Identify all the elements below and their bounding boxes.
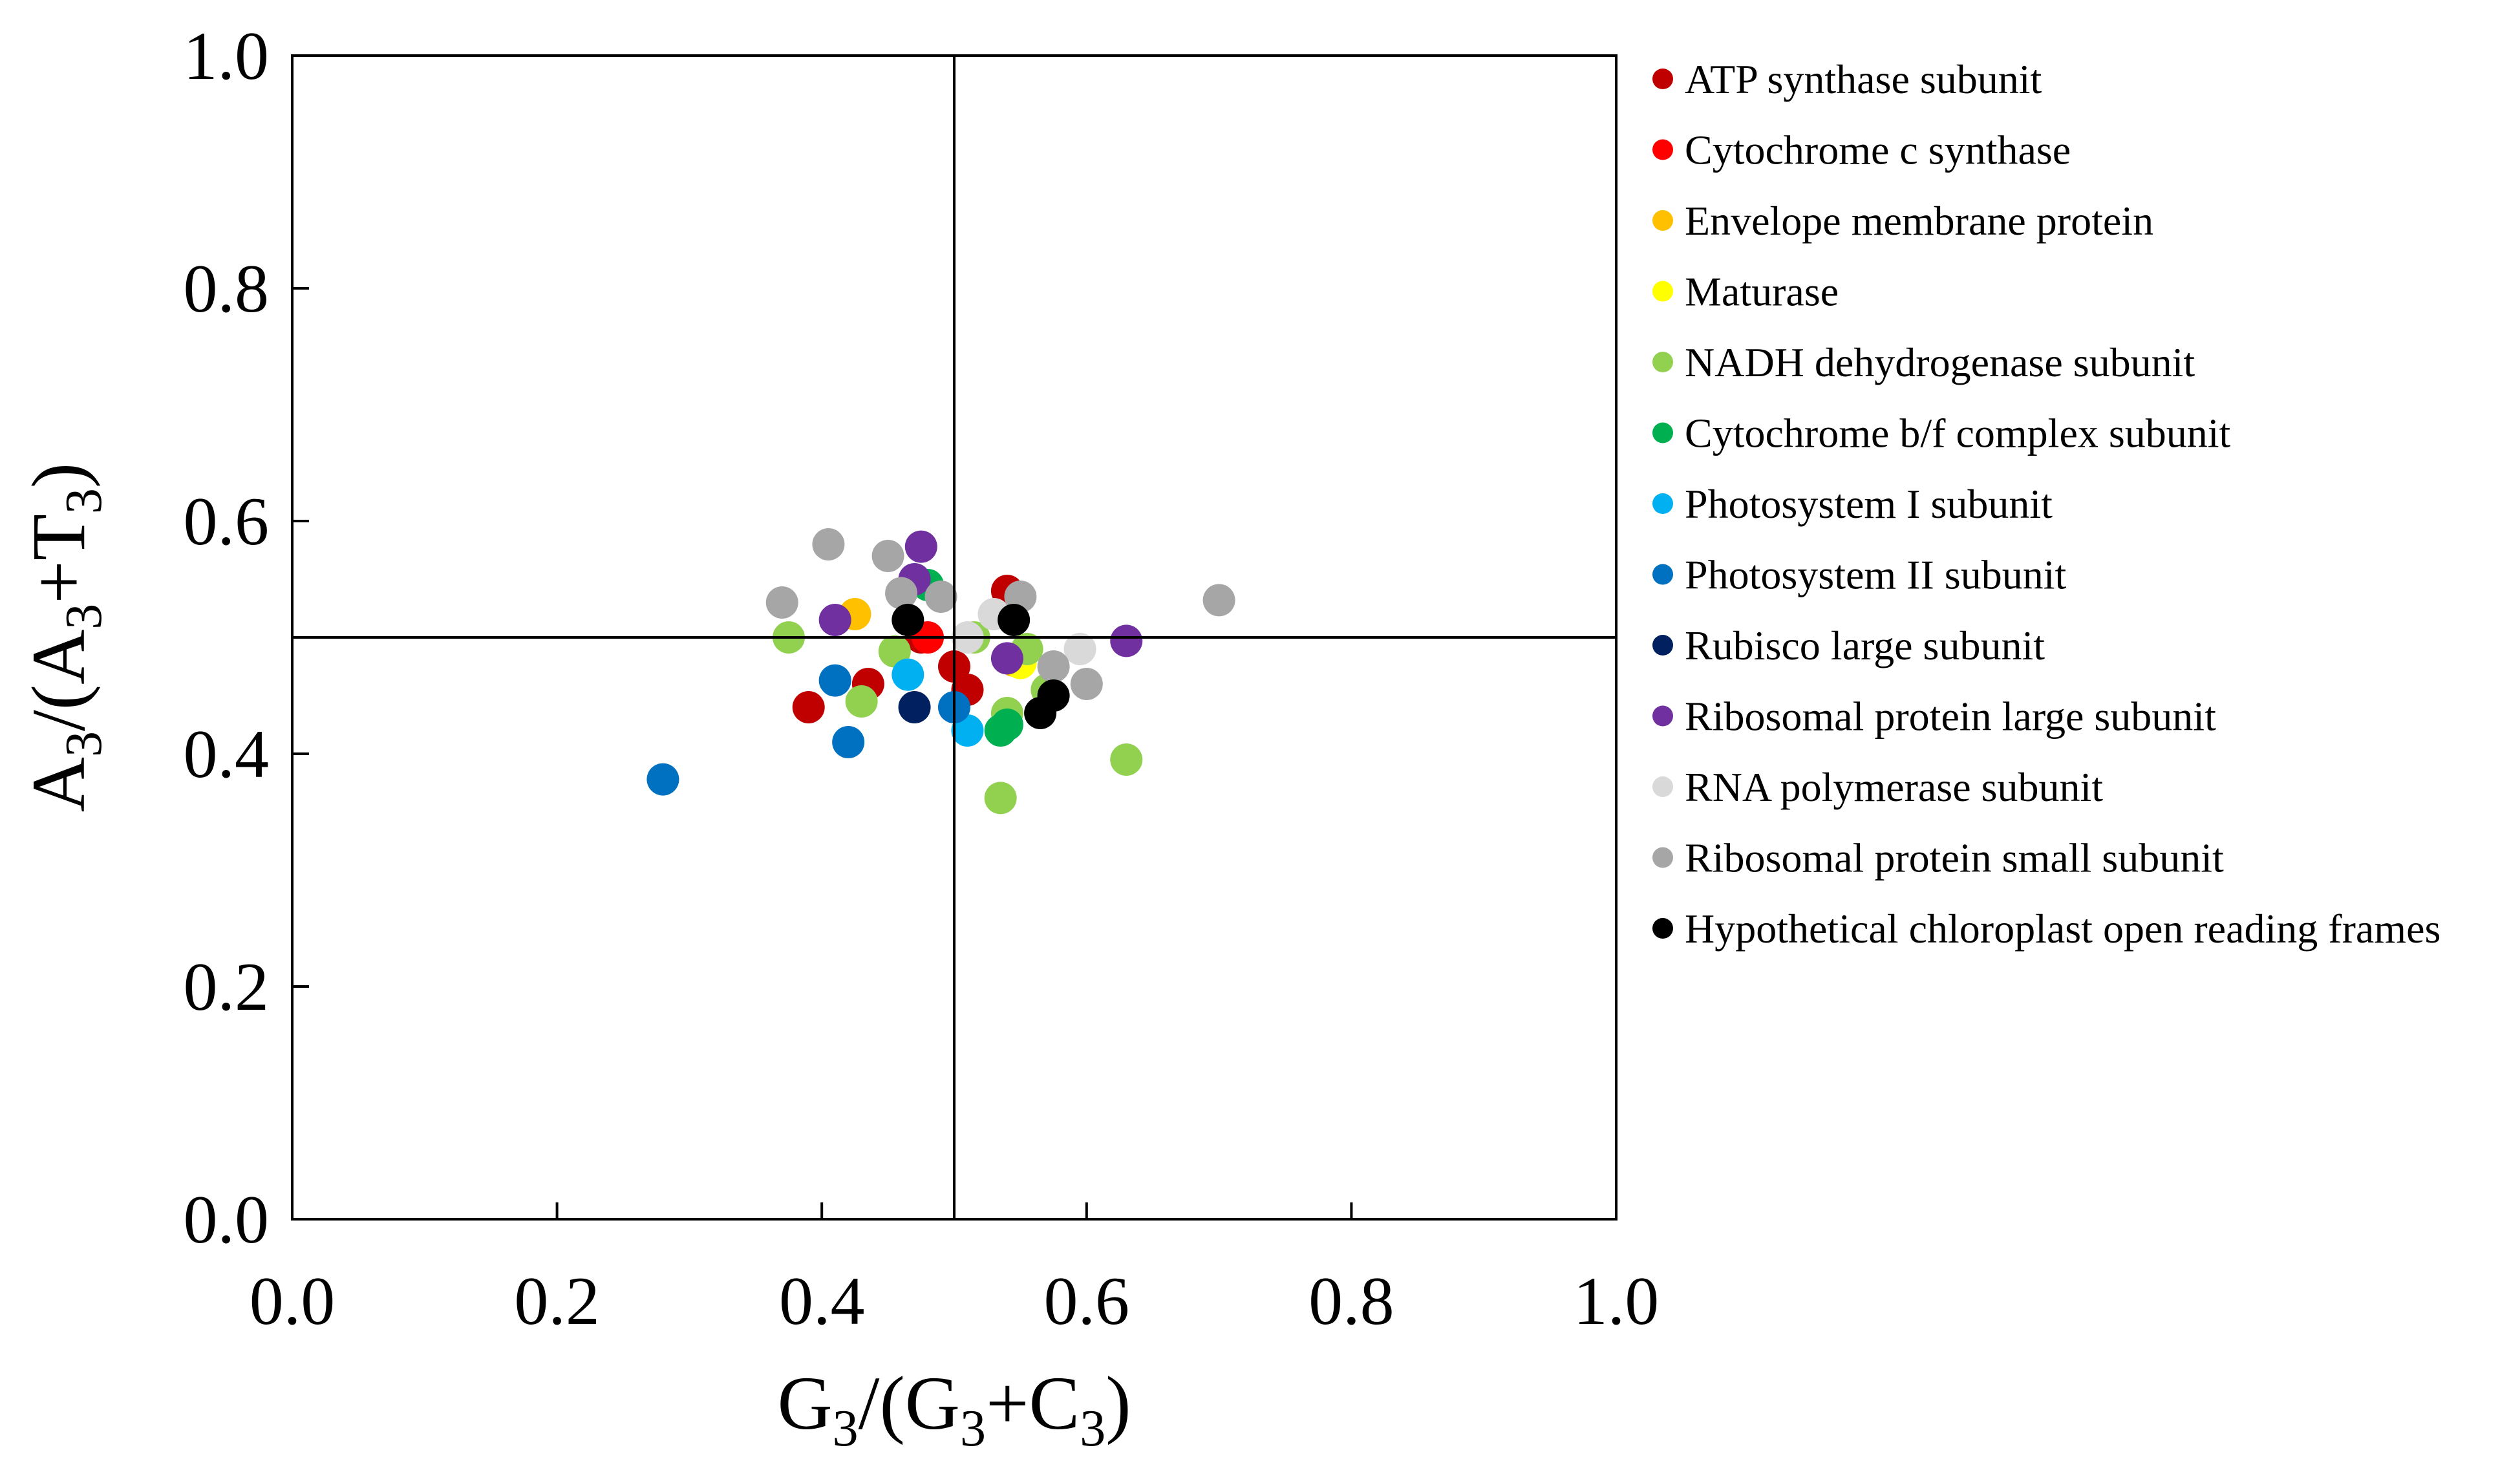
legend-marker	[1652, 139, 1673, 160]
data-point	[845, 685, 878, 718]
data-point	[792, 691, 825, 723]
data-point	[818, 604, 851, 636]
axis-title-subscript: 3	[1080, 1400, 1105, 1457]
legend-label: Cytochrome b/f complex subunit	[1685, 411, 2231, 456]
data-point	[892, 604, 924, 636]
data-point	[924, 581, 957, 613]
axis-title-part: /(A	[16, 630, 101, 731]
axis-title-part: A	[16, 757, 101, 812]
axis-title-part: )	[1105, 1361, 1131, 1445]
legend-label: Cytochrome c synthase	[1685, 127, 2071, 173]
axis-title-part: +C	[986, 1361, 1080, 1445]
data-point	[1110, 624, 1143, 657]
data-point	[765, 586, 798, 619]
data-point	[1202, 584, 1235, 617]
axis-title-subscript: 3	[56, 488, 112, 514]
data-point	[892, 658, 924, 691]
data-point	[885, 577, 918, 610]
x-tick-label: 0.4	[779, 1263, 865, 1339]
data-point	[646, 763, 679, 796]
legend-label: Maturase	[1685, 269, 1839, 315]
legend-marker	[1652, 210, 1673, 231]
data-point	[1110, 743, 1143, 776]
data-point	[990, 709, 1023, 741]
data-point	[1063, 633, 1096, 665]
x-tick-label: 0.2	[514, 1263, 600, 1339]
legend-label: ATP synthase subunit	[1685, 56, 2042, 102]
data-point	[832, 726, 865, 758]
data-point	[998, 604, 1030, 636]
x-tick-label: 0.6	[1044, 1263, 1130, 1339]
axis-title-subscript: 3	[56, 604, 112, 630]
legend-label: Photosystem II subunit	[1685, 552, 2066, 598]
axis-title-subscript: 3	[833, 1400, 859, 1457]
data-point	[898, 691, 931, 723]
y-axis-title: A3/(A3+T3)	[16, 463, 112, 812]
x-tick-label: 1.0	[1574, 1263, 1660, 1339]
y-tick-label: 0.0	[184, 1182, 270, 1257]
legend-label: Envelope membrane protein	[1685, 198, 2153, 244]
legend-marker	[1652, 281, 1673, 302]
data-point	[1037, 650, 1070, 683]
x-tick-label: 0.8	[1308, 1263, 1394, 1339]
legend-label: Ribosomal protein small subunit	[1685, 835, 2224, 881]
axis-title-part: )	[16, 463, 101, 488]
y-tick-label: 0.2	[184, 949, 270, 1025]
x-axis-title: G3/(G3+C3)	[777, 1361, 1131, 1457]
axis-title-part: G	[777, 1361, 832, 1445]
y-tick-label: 1.0	[184, 18, 270, 94]
data-point	[812, 528, 845, 560]
data-point	[1070, 668, 1103, 700]
legend-marker	[1652, 422, 1673, 443]
legend-marker	[1652, 493, 1673, 514]
legend-label: Ribosomal protein large subunit	[1685, 694, 2216, 740]
legend-label: RNA polymerase subunit	[1685, 764, 2103, 810]
axis-title-subscript: 3	[56, 731, 112, 757]
data-point	[984, 782, 1017, 815]
legend-marker	[1652, 918, 1673, 939]
axis-title-part: /(G	[859, 1361, 960, 1445]
legend-marker	[1652, 847, 1673, 868]
y-tick-label: 0.4	[184, 716, 270, 792]
legend-marker	[1652, 705, 1673, 727]
points-layer	[646, 528, 1235, 815]
legend-marker	[1652, 564, 1673, 585]
legend: ATP synthase subunit Cytochrome c synthas…	[1652, 56, 2440, 952]
y-tick-label: 0.6	[184, 484, 270, 559]
data-point	[1037, 679, 1070, 712]
legend-label: Hypothetical chloroplast open reading fr…	[1685, 906, 2440, 952]
data-point	[904, 530, 937, 563]
ticks-layer: 0.0 0.2 0.4 0.6 0.8 1.0 0.0 0.2 0.4 0.6 0.8 1.0	[184, 18, 1660, 1339]
legend-marker	[1652, 69, 1673, 89]
legend-label: Rubisco large subunit	[1685, 623, 2045, 668]
legend-label: Photosystem I subunit	[1685, 481, 2053, 527]
axis-title-part: +T	[16, 514, 101, 604]
axis-title-subscript: 3	[960, 1400, 986, 1457]
legend-marker	[1652, 776, 1673, 797]
data-point	[818, 664, 851, 697]
legend-marker	[1652, 352, 1673, 372]
data-point	[990, 642, 1023, 675]
legend-label: NADH dehydrogenase subunit	[1685, 339, 2195, 385]
y-tick-label: 0.8	[184, 251, 270, 326]
legend-marker	[1652, 635, 1673, 656]
x-tick-label: 0.0	[250, 1263, 336, 1339]
data-point	[871, 540, 904, 572]
